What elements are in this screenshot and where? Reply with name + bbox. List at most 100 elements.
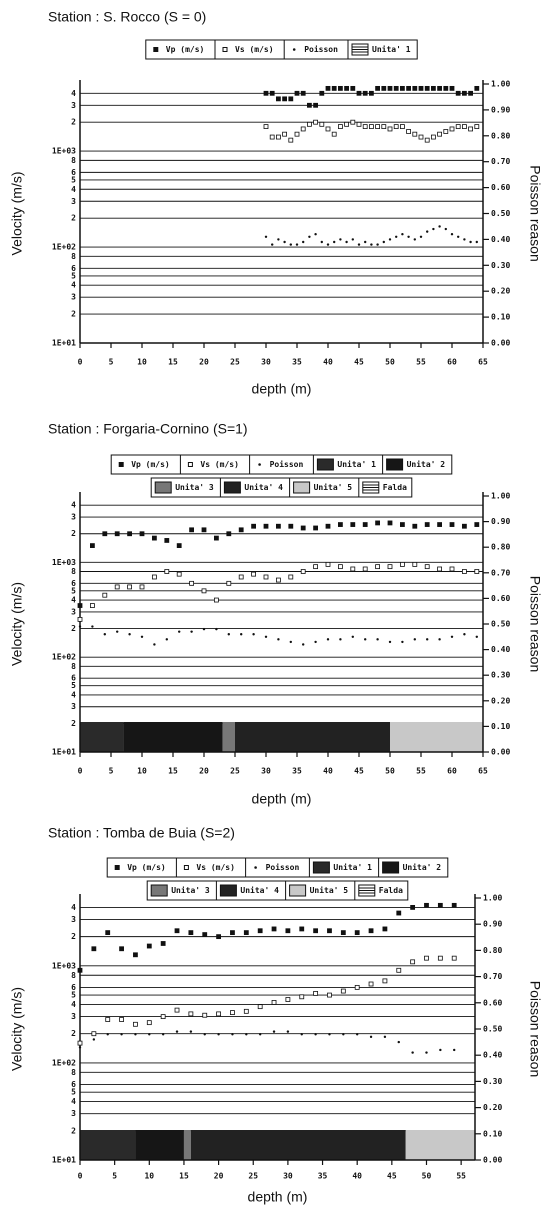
x-tick-label: 50	[385, 767, 395, 776]
vp-point	[300, 525, 306, 531]
vs-point	[406, 129, 412, 134]
poisson-point	[277, 638, 280, 641]
y-tick-label: 5	[71, 271, 76, 280]
vs-point	[337, 124, 343, 129]
legend-label: Unita' 5	[310, 885, 349, 895]
vp-point	[396, 910, 402, 916]
y2-axis-label: Poisson reason	[527, 165, 543, 262]
y2-tick-label: 1.00	[491, 492, 510, 501]
y-tick-label: 1E+02	[52, 243, 76, 252]
vs-point	[282, 131, 288, 137]
vp-point	[202, 932, 208, 937]
x-tick-label: 65	[478, 767, 488, 776]
vs-point	[127, 584, 132, 590]
vs-point	[319, 121, 325, 127]
poisson-point	[413, 638, 416, 641]
legend-label: Unita' 2	[407, 459, 446, 469]
poisson-point	[450, 635, 454, 638]
vp-point	[139, 531, 145, 537]
poisson-point	[302, 240, 305, 244]
legend-label: Poisson	[270, 459, 304, 469]
vp-point	[393, 85, 399, 91]
poisson-point	[425, 1051, 428, 1054]
vp-point	[263, 523, 269, 529]
vp-point	[151, 535, 157, 541]
vp-point	[306, 102, 312, 108]
poisson-point	[439, 1048, 442, 1052]
vp-point	[325, 85, 331, 91]
vp-point	[319, 90, 325, 96]
unit-band	[222, 722, 235, 752]
legend-label: Unita' 3	[175, 482, 214, 492]
vs-point	[382, 978, 388, 984]
vs-point	[362, 124, 368, 129]
vp-point	[375, 85, 381, 91]
vp-point	[313, 928, 319, 934]
vp-point	[271, 926, 277, 932]
poisson-point	[369, 1035, 373, 1039]
y-tick-label: 6	[71, 1080, 76, 1089]
y2-tick-label: 0.80	[491, 131, 510, 140]
y2-tick-label: 0.20	[491, 696, 510, 705]
poisson-point	[300, 1033, 303, 1036]
legend-swatch	[312, 861, 330, 874]
poisson-point	[401, 233, 404, 236]
poisson-point	[351, 238, 354, 241]
x-tick-label: 0	[78, 358, 83, 367]
y-tick-label: 6	[71, 168, 76, 177]
vp-point	[91, 946, 97, 952]
y-tick-label: 2	[71, 719, 76, 728]
x-tick-label: 50	[385, 358, 395, 367]
vp-point	[399, 522, 405, 527]
y-tick-label: 6	[71, 579, 76, 588]
vs-point	[430, 134, 436, 140]
poisson-point	[383, 1035, 387, 1039]
y2-tick-label: 0.50	[491, 620, 510, 629]
vp-point	[275, 523, 281, 529]
x-axis-label: depth (m)	[252, 381, 312, 397]
vp-point	[368, 90, 374, 96]
vs-point	[451, 955, 457, 961]
x-tick-label: 60	[447, 358, 457, 367]
y-tick-label: 8	[71, 567, 76, 576]
x-tick-label: 20	[199, 767, 209, 776]
vp-point	[188, 930, 194, 936]
poisson-point	[116, 630, 119, 633]
y-tick-label: 5	[71, 991, 76, 1000]
chart-title: Station : S. Rocco (S = 0)	[48, 9, 206, 25]
vp-point	[160, 941, 166, 946]
chart-title: Station : Forgaria-Cornino (S=1)	[48, 421, 248, 437]
unit-band	[80, 722, 124, 752]
poisson-point	[450, 233, 454, 236]
x-tick-label: 55	[416, 767, 426, 776]
y-tick-label: 4	[71, 690, 76, 699]
poisson-point	[382, 240, 385, 244]
poisson-point	[376, 243, 379, 246]
y-tick-label: 8	[71, 971, 76, 980]
y-tick-label: 1E+02	[52, 1058, 76, 1067]
y2-tick-label: 0.70	[491, 568, 510, 577]
vp-point	[288, 523, 294, 529]
unit-band	[80, 1130, 136, 1160]
y-tick-label: 2	[71, 118, 76, 127]
poisson-point	[240, 633, 243, 636]
poisson-point	[283, 240, 286, 244]
y-axis-label: Velocity (m/s)	[9, 582, 25, 666]
y-tick-label: 3	[71, 101, 76, 110]
vp-point	[226, 531, 232, 537]
poisson-point	[189, 1030, 193, 1033]
vp-point	[288, 96, 294, 102]
legend-label: Vp (m/s)	[166, 45, 205, 54]
vs-point	[375, 564, 381, 570]
legend-label: Falda	[383, 483, 407, 492]
y-tick-label: 6	[71, 983, 76, 992]
legend-box	[146, 880, 409, 901]
x-tick-label: 15	[168, 767, 178, 776]
vp-point	[451, 902, 457, 908]
legend-label: Vs (m/s)	[200, 460, 239, 469]
x-tick-label: 20	[214, 1172, 224, 1181]
vp-point	[474, 522, 480, 527]
legend-swatch	[316, 458, 334, 471]
y2-tick-label: 0.80	[491, 543, 510, 552]
y2-tick-label: 0.00	[483, 1156, 502, 1165]
